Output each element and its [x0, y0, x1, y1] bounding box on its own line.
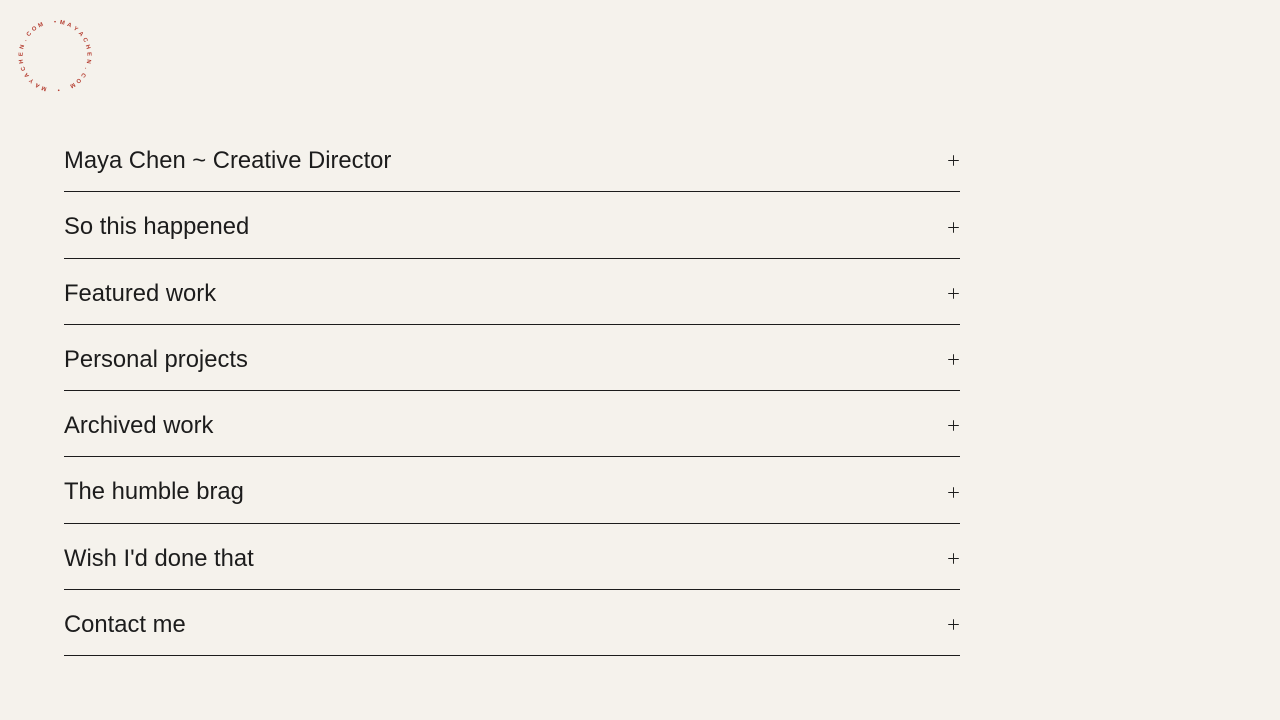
svg-text:M: M	[69, 81, 76, 89]
svg-text:Y: Y	[72, 26, 79, 33]
svg-text:M: M	[37, 22, 44, 30]
svg-text:C: C	[20, 65, 27, 72]
svg-text:•: •	[57, 86, 60, 92]
svg-text:N: N	[85, 59, 92, 64]
svg-text:A: A	[66, 22, 73, 30]
svg-text:E: E	[18, 52, 24, 56]
svg-text:H: H	[84, 44, 91, 50]
svg-text:C: C	[81, 37, 89, 44]
svg-text:Y: Y	[28, 77, 35, 84]
svg-text:E: E	[85, 52, 91, 56]
svg-text:A: A	[77, 31, 85, 39]
svg-text:M: M	[41, 84, 48, 91]
svg-text:A: A	[23, 71, 31, 79]
svg-text:M: M	[59, 20, 65, 27]
svg-text:.: .	[83, 67, 89, 71]
svg-text:H: H	[19, 59, 26, 64]
svg-text:.: .	[22, 38, 28, 43]
svg-text:A: A	[34, 81, 41, 89]
svg-text:N: N	[19, 44, 26, 50]
svg-text:•: •	[54, 20, 56, 26]
